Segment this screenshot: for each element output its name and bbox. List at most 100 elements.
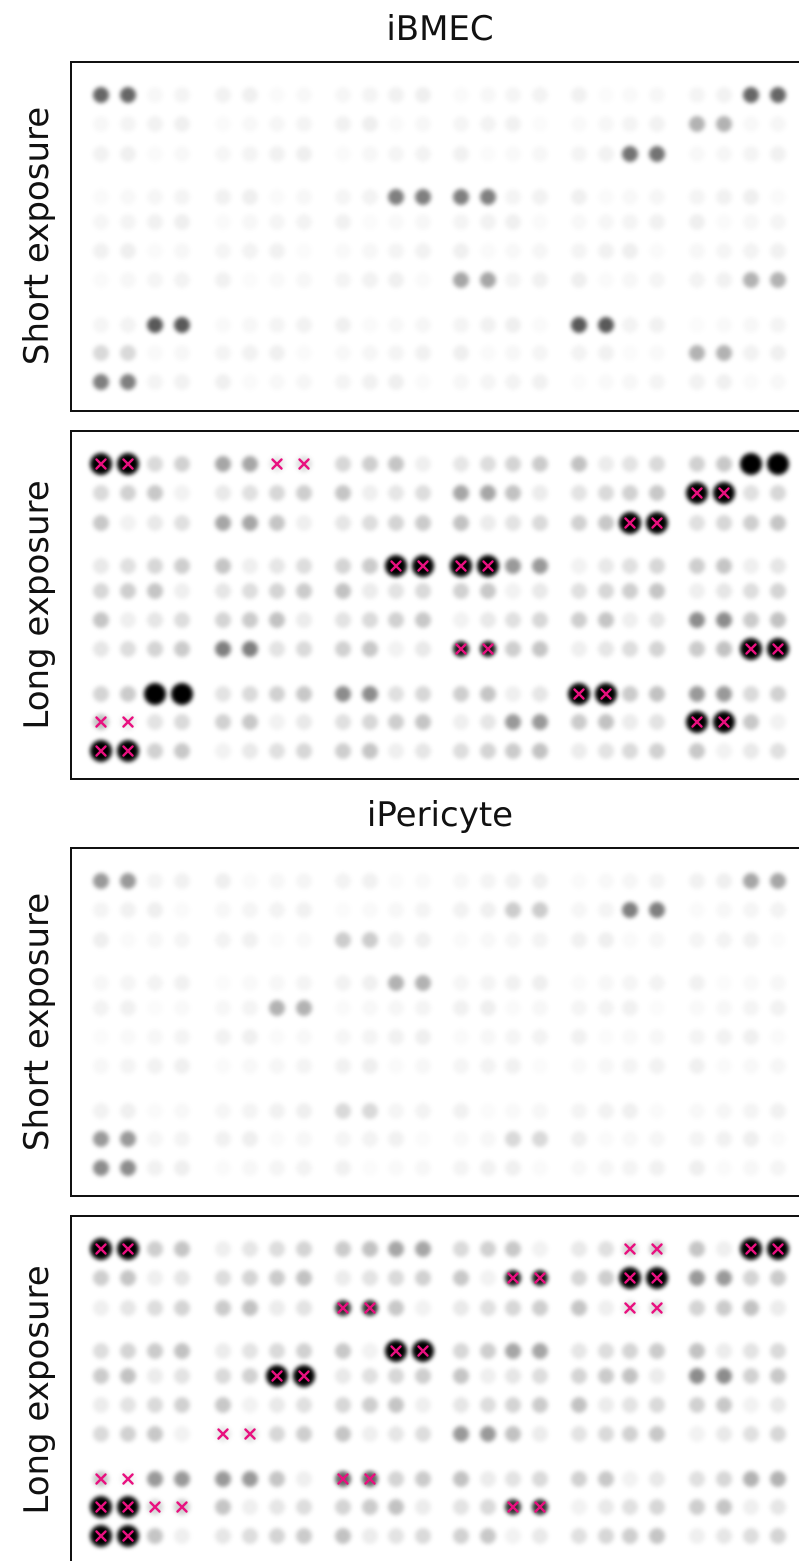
- blot-spot: [622, 1343, 638, 1359]
- blot-spot: [689, 1499, 705, 1515]
- blot-spot: [505, 558, 521, 574]
- blot-spot: [480, 1241, 496, 1257]
- blot-spot: [716, 558, 732, 574]
- blot-spot: [174, 345, 190, 361]
- blot-spot: [335, 243, 351, 259]
- blot-spot: [147, 873, 163, 889]
- blot-spot: [415, 374, 431, 390]
- blot-spot: [93, 317, 109, 333]
- blot-spot: [269, 558, 285, 574]
- blot-spot: [242, 1058, 258, 1074]
- blot-spot: [362, 686, 378, 702]
- blot-spot: [689, 1426, 705, 1442]
- blot-spot: [532, 87, 548, 103]
- blot-spot: [505, 456, 521, 472]
- blot-spot: [649, 1058, 665, 1074]
- blot-spot: [480, 902, 496, 918]
- blot-spot: [120, 1397, 136, 1413]
- blot-spot: [649, 1029, 665, 1045]
- blot-spot: [453, 243, 469, 259]
- blot-spot: [388, 374, 404, 390]
- blot-spot: [743, 873, 759, 889]
- blot-spot: [743, 1103, 759, 1119]
- blot-spot: [120, 146, 136, 162]
- blot-spot: [716, 873, 732, 889]
- blot-spot: [598, 932, 614, 948]
- blot-spot: [571, 189, 587, 205]
- blot-spot: [770, 1058, 786, 1074]
- blot-spot: [689, 612, 705, 628]
- blot-spot: [505, 714, 521, 730]
- blot-spot: [453, 374, 469, 390]
- blot-spot: [480, 87, 496, 103]
- blot-spot: [532, 374, 548, 390]
- blot-spot: [215, 1343, 231, 1359]
- blot-spot: [242, 189, 258, 205]
- blot-spot: [505, 272, 521, 288]
- blot-spot: [689, 243, 705, 259]
- blot-spot: [649, 714, 665, 730]
- blot-spot: [689, 374, 705, 390]
- blot-spot: [362, 1058, 378, 1074]
- blot-spot: [174, 1160, 190, 1176]
- blot-spot: [453, 485, 469, 501]
- blot-spot: [453, 1426, 469, 1442]
- blot-spot: [93, 902, 109, 918]
- blot-spot: [716, 612, 732, 628]
- blot-spot: [147, 1058, 163, 1074]
- blot-spot: [335, 932, 351, 948]
- blot-spot: [242, 558, 258, 574]
- blot-spot: [453, 1131, 469, 1147]
- blot-spot: [649, 1368, 665, 1384]
- blot-spot: [649, 558, 665, 574]
- blot-spot: [174, 641, 190, 657]
- blot-spot: [269, 1103, 285, 1119]
- blot-spot: [689, 116, 705, 132]
- blot-spot: [269, 317, 285, 333]
- blot-spot: [174, 1058, 190, 1074]
- blot-spot: [174, 1343, 190, 1359]
- blot-spot: [505, 686, 521, 702]
- blot-spot: [174, 272, 190, 288]
- blot-spot: [598, 243, 614, 259]
- blot-spot: [174, 743, 190, 759]
- blot-spot: [269, 243, 285, 259]
- blot-spot: [743, 189, 759, 205]
- blot-spot: [453, 1058, 469, 1074]
- blot-spot: [743, 902, 759, 918]
- blot-spot: [571, 1528, 587, 1544]
- blot-spot: [147, 1029, 163, 1045]
- blot-spot: [93, 189, 109, 205]
- blot-spot: [93, 1270, 109, 1286]
- blot-spot: [505, 317, 521, 333]
- blot-spot: [532, 1300, 548, 1316]
- blot-spot: [215, 714, 231, 730]
- blot-spot: [147, 1270, 163, 1286]
- blot-spot: [689, 975, 705, 991]
- blot-spot: [362, 456, 378, 472]
- blot-spot: [93, 1029, 109, 1045]
- blot-spot: [622, 932, 638, 948]
- blot-spot: [362, 1131, 378, 1147]
- blot-spot: [571, 1103, 587, 1119]
- blot-spot: [296, 686, 312, 702]
- blot-spot: [362, 1499, 378, 1515]
- blot-spot: [532, 1471, 548, 1487]
- blot-spot: [770, 583, 786, 599]
- blot-spot: [269, 116, 285, 132]
- blot-spot: [335, 272, 351, 288]
- blot-spot: [598, 902, 614, 918]
- blot-spot: [453, 873, 469, 889]
- blot-spot: [242, 714, 258, 730]
- blot-spot: [415, 975, 431, 991]
- blot-spot: [120, 317, 136, 333]
- blot-spot: [296, 1426, 312, 1442]
- blot-spot: [532, 345, 548, 361]
- blot-spot: [335, 1397, 351, 1413]
- blot-spot: [532, 873, 548, 889]
- blot-spot: [215, 932, 231, 948]
- blot-spot: [770, 1000, 786, 1016]
- blot-spot: [598, 1058, 614, 1074]
- blot-spot: [716, 1058, 732, 1074]
- blot-spot: [335, 612, 351, 628]
